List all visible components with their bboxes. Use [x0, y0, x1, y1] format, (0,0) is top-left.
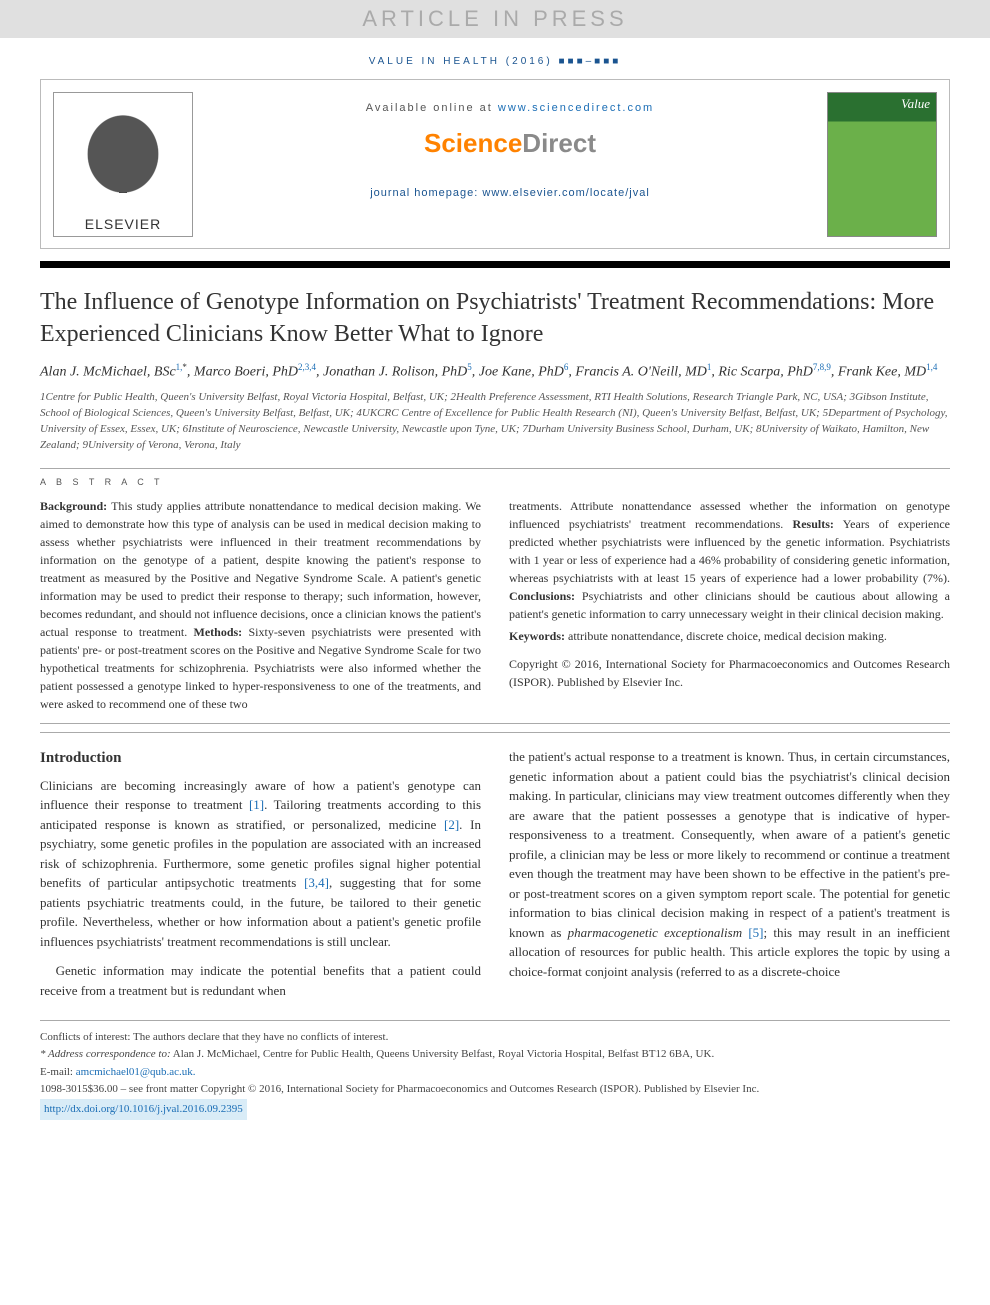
- doi-box: http://dx.doi.org/10.1016/j.jval.2016.09…: [40, 1099, 247, 1120]
- affil-sup: 2,3,4: [298, 362, 316, 372]
- abstract-left-column: Background: This study applies attribute…: [40, 497, 481, 713]
- divider-line: [40, 732, 950, 733]
- sd-logo-part1: Science: [424, 128, 522, 158]
- correspondence-email-link[interactable]: amcmichael01@qub.ac.uk.: [76, 1066, 196, 1078]
- journal-homepage-link[interactable]: www.elsevier.com/locate/jval: [482, 187, 649, 199]
- author-name: , Joe Kane, PhD: [472, 364, 564, 379]
- affil-sup: 7,8,9: [813, 362, 831, 372]
- divider-line: [40, 723, 950, 724]
- journal-homepage-line: journal homepage: www.elsevier.com/locat…: [211, 187, 809, 199]
- corr-text: Alan J. McMichael, Centre for Public Hea…: [171, 1048, 715, 1060]
- author-list: Alan J. McMichael, BSc1,*, Marco Boeri, …: [40, 361, 950, 383]
- body-right-column: the patient's actual response to a treat…: [509, 747, 950, 1010]
- author-name: , Frank Kee, MD: [831, 364, 926, 379]
- article-title: The Influence of Genotype Information on…: [40, 286, 950, 351]
- affiliations-block: 1Centre for Public Health, Queen's Unive…: [40, 390, 950, 454]
- article-in-press-watermark: ARTICLE IN PRESS: [0, 0, 990, 38]
- journal-name: VALUE IN HEALTH: [369, 56, 506, 67]
- journal-cover-thumbnail: Value: [827, 92, 937, 237]
- divider-bar: [40, 261, 950, 268]
- body-left-column: Introduction Clinicians are becoming inc…: [40, 747, 481, 1010]
- sciencedirect-url-link[interactable]: www.sciencedirect.com: [498, 102, 654, 114]
- footer-block: Conflicts of interest: The authors decla…: [40, 1029, 950, 1120]
- journal-pages: ■■■–■■■: [558, 56, 621, 67]
- affil-sup: 1,4: [926, 362, 937, 372]
- elsevier-tree-icon: [68, 114, 178, 214]
- correspondence-line: * Address correspondence to: Alan J. McM…: [40, 1046, 950, 1063]
- homepage-prefix: journal homepage:: [370, 187, 482, 199]
- keywords-text: attribute nonattendance, discrete choice…: [565, 629, 887, 643]
- sciencedirect-logo[interactable]: ScienceDirect: [211, 128, 809, 159]
- author-name: , Francis A. O'Neill, MD: [568, 364, 706, 379]
- elsevier-logo: ELSEVIER: [53, 92, 193, 237]
- author-name: , Marco Boeri, PhD: [187, 364, 298, 379]
- sd-logo-part2: Direct: [522, 128, 596, 158]
- divider-line: [40, 468, 950, 469]
- author-name: , Jonathan J. Rolison, PhD: [316, 364, 467, 379]
- divider-line: [40, 1020, 950, 1021]
- available-online-text: Available online at www.sciencedirect.co…: [211, 102, 809, 114]
- publisher-header-box: ELSEVIER Value Available online at www.s…: [40, 79, 950, 249]
- author-name: , Ric Scarpa, PhD: [711, 364, 812, 379]
- keywords-label: Keywords:: [509, 629, 565, 643]
- available-prefix: Available online at: [366, 102, 498, 114]
- elsevier-label: ELSEVIER: [85, 216, 161, 232]
- email-label: E-mail:: [40, 1066, 76, 1078]
- issn-copyright-line: 1098-3015$36.00 – see front matter Copyr…: [40, 1081, 950, 1098]
- abstract-right-column: treatments. Attribute nonattendance asse…: [509, 497, 950, 713]
- intro-paragraph: Genetic information may indicate the pot…: [40, 961, 481, 1000]
- intro-paragraph-cont: the patient's actual response to a treat…: [509, 747, 950, 981]
- abstract-columns: Background: This study applies attribute…: [40, 497, 950, 713]
- journal-year: (2016): [506, 56, 559, 67]
- doi-link[interactable]: http://dx.doi.org/10.1016/j.jval.2016.09…: [44, 1103, 243, 1115]
- abstract-copyright: Copyright © 2016, International Society …: [509, 655, 950, 691]
- email-line: E-mail: amcmichael01@qub.ac.uk.: [40, 1064, 950, 1081]
- journal-citation-line: VALUE IN HEALTH (2016) ■■■–■■■: [0, 38, 990, 79]
- intro-paragraph: Clinicians are becoming increasingly awa…: [40, 776, 481, 952]
- conflicts-of-interest: Conflicts of interest: The authors decla…: [40, 1029, 950, 1046]
- abstract-label: A B S T R A C T: [40, 477, 950, 487]
- body-columns: Introduction Clinicians are becoming inc…: [40, 747, 950, 1010]
- cover-title: Value: [901, 96, 930, 111]
- author-name: Alan J. McMichael, BSc: [40, 364, 176, 379]
- section-heading-introduction: Introduction: [40, 747, 481, 770]
- corr-label: * Address correspondence to:: [40, 1048, 171, 1060]
